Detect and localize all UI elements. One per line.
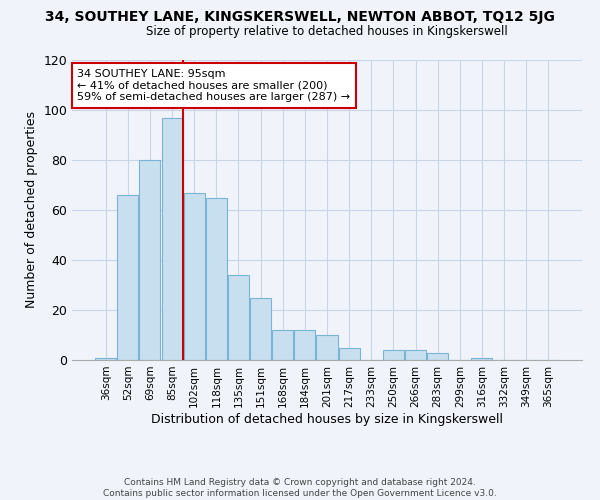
Bar: [405, 350, 426, 360]
Bar: [427, 352, 448, 360]
Bar: [228, 275, 249, 360]
Bar: [472, 358, 493, 360]
Text: 34, SOUTHEY LANE, KINGSKERSWELL, NEWTON ABBOT, TQ12 5JG: 34, SOUTHEY LANE, KINGSKERSWELL, NEWTON …: [45, 10, 555, 24]
Text: Contains HM Land Registry data © Crown copyright and database right 2024.
Contai: Contains HM Land Registry data © Crown c…: [103, 478, 497, 498]
Text: 34 SOUTHEY LANE: 95sqm
← 41% of detached houses are smaller (200)
59% of semi-de: 34 SOUTHEY LANE: 95sqm ← 41% of detached…: [77, 69, 350, 102]
Bar: [139, 160, 160, 360]
Bar: [250, 298, 271, 360]
Bar: [383, 350, 404, 360]
Y-axis label: Number of detached properties: Number of detached properties: [25, 112, 38, 308]
Bar: [338, 348, 359, 360]
Bar: [295, 330, 316, 360]
Bar: [95, 358, 116, 360]
X-axis label: Distribution of detached houses by size in Kingskerswell: Distribution of detached houses by size …: [151, 412, 503, 426]
Bar: [118, 195, 139, 360]
Title: Size of property relative to detached houses in Kingskerswell: Size of property relative to detached ho…: [146, 25, 508, 38]
Bar: [161, 118, 182, 360]
Bar: [184, 192, 205, 360]
Bar: [272, 330, 293, 360]
Bar: [316, 335, 338, 360]
Bar: [206, 198, 227, 360]
